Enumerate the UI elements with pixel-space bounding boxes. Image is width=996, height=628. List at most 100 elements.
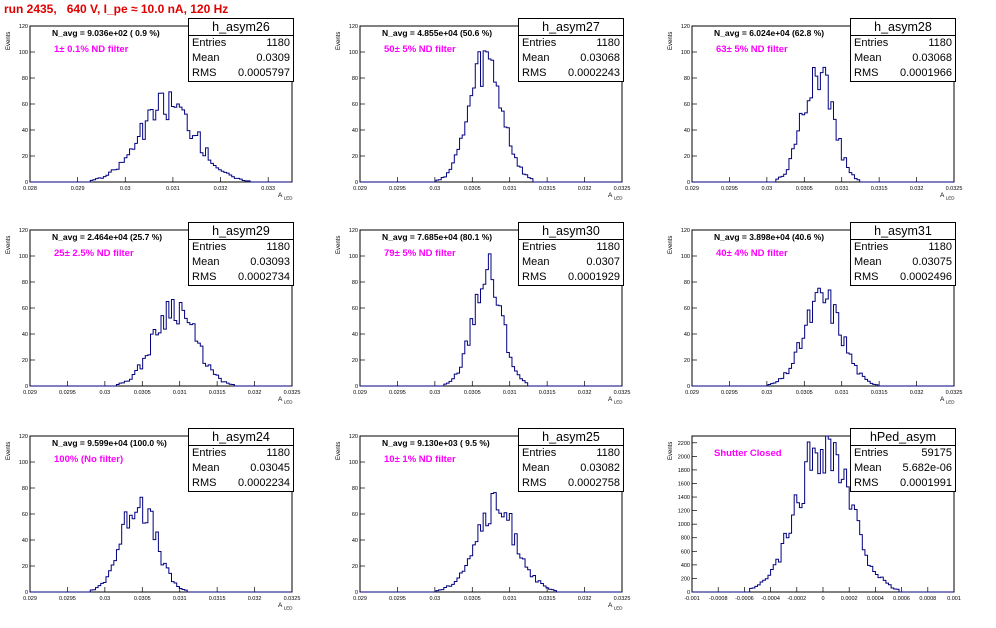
x-tick-label: 0.03	[429, 596, 440, 602]
x-tick-label: 0.032	[910, 390, 924, 396]
y-tick-label: 120	[681, 24, 690, 30]
stats-value: 0.03082	[580, 462, 620, 474]
x-tick-label: 0.0305	[134, 390, 151, 396]
x-tick-label: 0.0295	[389, 390, 406, 396]
histogram-line	[360, 253, 622, 387]
y-tick-label: 0	[355, 590, 358, 596]
y-tick-label: 60	[684, 102, 690, 108]
x-tick-label: 0.0325	[284, 596, 301, 602]
y-tick-label: 40	[684, 128, 690, 134]
y-tick-label: 40	[684, 332, 690, 338]
histogram-line	[30, 298, 292, 387]
x-axis-label: A LED	[608, 602, 623, 611]
y-tick-label: 20	[352, 564, 358, 570]
stats-title: h_asym27	[519, 19, 623, 36]
y-tick-label: 40	[352, 128, 358, 134]
x-tick-label: 0.03	[761, 390, 772, 396]
y-tick-label: 100	[349, 460, 358, 466]
navg-label: N_avg = 2.464e+04 (25.7 %)	[52, 232, 163, 242]
x-tick-label: 0.032	[578, 596, 592, 602]
stats-value: 0.03045	[250, 462, 290, 474]
navg-label: N_avg = 7.685e+04 (80.1 %)	[382, 232, 493, 242]
stats-value: 0.0005797	[238, 67, 290, 79]
stats-value: 0.0307	[586, 256, 620, 268]
x-axis-label: A LED	[608, 396, 623, 405]
stats-value: 0.0002734	[238, 271, 290, 283]
filter-label: 10± 1% ND filter	[384, 454, 456, 465]
stats-key: Entries	[522, 37, 557, 49]
y-tick-label: 100	[19, 460, 28, 466]
stats-key: Entries	[854, 447, 889, 459]
stats-box: h_asym26 Entries 1180 Mean 0.0309 RMS 0.000579…	[188, 18, 294, 82]
y-tick-label: 100	[349, 50, 358, 56]
y-tick-label: 0	[687, 384, 690, 390]
stats-value: 1180	[266, 447, 290, 459]
x-tick-label: 0.032	[578, 390, 592, 396]
histogram-pad-h_asym28: 0 20 40 60 80 100 120 0.029 0.0295 0.03 0.0305 0.03…	[662, 18, 990, 218]
stats-title: hPed_asym	[851, 429, 955, 446]
x-tick-label: 0.0325	[946, 390, 963, 396]
x-tick-label: 0.0315	[209, 390, 226, 396]
y-tick-label: 80	[22, 486, 28, 492]
y-tick-label: 100	[19, 50, 28, 56]
y-tick-label: 400	[681, 563, 690, 569]
stats-row-entries: Entries 1180	[189, 446, 293, 461]
y-tick-label: 1200	[678, 509, 690, 515]
x-tick-label: 0.0002	[841, 596, 858, 602]
histogram-line	[30, 91, 292, 183]
y-tick-label: 0	[687, 590, 690, 596]
y-tick-label: 0	[355, 384, 358, 390]
stats-value: 59175	[921, 447, 952, 459]
y-tick-label: 100	[19, 254, 28, 260]
filter-label: 50± 5% ND filter	[384, 44, 456, 55]
stats-box: h_asym31 Entries 1180 Mean 0.03075 RMS 0.00024…	[850, 222, 956, 286]
stats-key: RMS	[192, 67, 217, 79]
y-tick-label: 100	[681, 50, 690, 56]
y-tick-label: 0	[687, 180, 690, 186]
histogram-line	[360, 492, 622, 593]
stats-row-mean: Mean 0.0309	[189, 51, 293, 66]
x-tick-label: 0.0325	[946, 186, 963, 192]
x-tick-label: 0.0305	[134, 596, 151, 602]
x-tick-label: 0.0008	[919, 596, 936, 602]
y-tick-label: 60	[684, 306, 690, 312]
stats-row-mean: Mean 0.03082	[519, 461, 623, 476]
y-tick-label: 80	[684, 76, 690, 82]
x-tick-label: -0.0004	[761, 596, 780, 602]
x-tick-label: 0.0305	[796, 390, 813, 396]
x-tick-label: 0.032	[214, 186, 228, 192]
stats-value: 0.03075	[912, 256, 952, 268]
stats-row-rms: RMS 0.0001929	[519, 270, 623, 285]
y-tick-label: 800	[681, 536, 690, 542]
stats-value: 0.03093	[250, 256, 290, 268]
stats-value: 1180	[596, 37, 620, 49]
filter-label: 100% (No filter)	[54, 454, 124, 465]
stats-row-rms: RMS 0.0001966	[851, 66, 955, 81]
x-tick-label: 0.0295	[59, 596, 76, 602]
y-axis-label: Events	[6, 441, 12, 460]
y-tick-label: 120	[19, 434, 28, 440]
navg-label: N_avg = 4.855e+04 (50.6 %)	[382, 28, 493, 38]
y-axis-label: Events	[336, 441, 342, 460]
filter-label: 63± 5% ND filter	[716, 44, 788, 55]
y-tick-label: 60	[22, 102, 28, 108]
stats-value: 0.0002243	[568, 67, 620, 79]
navg-label: N_avg = 3.898e+04 (40.6 %)	[714, 232, 825, 242]
y-tick-label: 40	[352, 538, 358, 544]
stats-row-entries: Entries 1180	[851, 36, 955, 51]
stats-row-entries: Entries 1180	[519, 446, 623, 461]
x-tick-label: 0.0305	[464, 596, 481, 602]
x-tick-label: 0.0315	[539, 186, 556, 192]
navg-label: N_avg = 6.024e+04 (62.8 %)	[714, 28, 825, 38]
y-tick-label: 1000	[678, 522, 690, 528]
x-axis-label: A LED	[278, 192, 293, 201]
page-title: run 2435, 640 V, I_pe ≈ 10.0 nA, 120 Hz	[4, 2, 229, 16]
x-tick-label: 0.028	[23, 186, 37, 192]
y-tick-label: 0	[25, 384, 28, 390]
histogram-line	[30, 496, 292, 593]
x-tick-label: 0.032	[248, 596, 262, 602]
histogram-pad-h_asym30: 0 20 40 60 80 100 120 0.029 0.0295 0.03 0.0305 0.03…	[330, 222, 658, 422]
x-tick-label: 0.031	[503, 596, 517, 602]
x-axis-label: A LED	[278, 602, 293, 611]
stats-key: Entries	[854, 37, 889, 49]
